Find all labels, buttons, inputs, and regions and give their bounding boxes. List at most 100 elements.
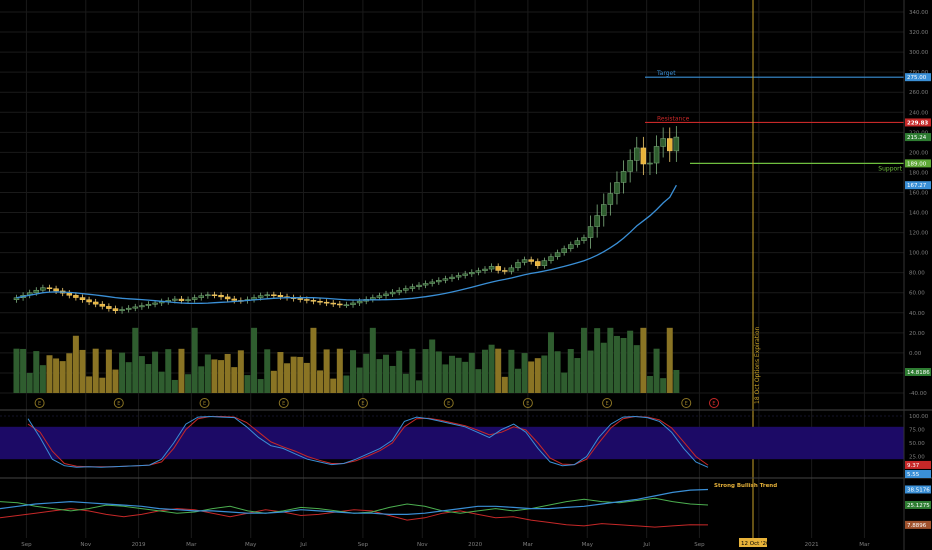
- candle-body: [178, 298, 185, 301]
- earnings-marker[interactable]: [443, 398, 454, 408]
- stochastic-k-line: [27, 415, 709, 468]
- volume-bar: [594, 328, 601, 393]
- volume-bar: [633, 345, 640, 393]
- volume-bar: [646, 375, 653, 393]
- resistance-label: Resistance: [657, 115, 690, 122]
- candle-body: [86, 299, 92, 303]
- volume-bar: [119, 352, 126, 393]
- candle-body: [350, 302, 356, 306]
- earnings-marker[interactable]: [113, 398, 124, 408]
- candle-body: [403, 288, 409, 291]
- volume-bar: [290, 356, 297, 393]
- earnings-marker[interactable]: [522, 398, 533, 408]
- volume-bar: [92, 348, 99, 393]
- y-tick-label: 120.00: [909, 231, 929, 237]
- last-price-value: 215.24: [907, 135, 927, 141]
- candle-body: [376, 295, 383, 298]
- earnings-marker[interactable]: [34, 398, 45, 408]
- volume-bar: [620, 337, 627, 393]
- y-tick-label: 140.00: [909, 211, 929, 217]
- stochastic-d-value: 9.37: [907, 463, 920, 469]
- candle-body: [79, 297, 86, 301]
- candle-body: [343, 304, 350, 307]
- volume-bar: [277, 352, 284, 393]
- candle-body: [429, 281, 435, 284]
- candle-body: [46, 287, 53, 289]
- volume-bar: [554, 351, 561, 393]
- target-badge: [905, 73, 931, 82]
- volume-bar: [26, 372, 33, 393]
- volume-bar: [508, 349, 515, 393]
- candle-body: [304, 299, 310, 301]
- candle-body: [317, 301, 323, 303]
- candle-body: [370, 297, 376, 300]
- moving-average-badge: [905, 181, 931, 190]
- candle-body: [53, 288, 59, 292]
- candle-body: [66, 292, 73, 296]
- di-minus-value: 7.8896: [907, 523, 927, 529]
- moving-average-value: 167.27: [907, 183, 927, 189]
- x-tick-label: Nov: [80, 542, 91, 548]
- candle-body: [627, 160, 633, 172]
- candle-body: [383, 293, 389, 296]
- volume-bar: [310, 327, 317, 393]
- volume-bar: [264, 349, 271, 393]
- volume-value: 14.8186: [907, 370, 930, 376]
- candle-body: [172, 298, 178, 301]
- volume-bar: [435, 351, 442, 393]
- candle-body: [92, 301, 99, 305]
- volume-bar: [402, 373, 409, 393]
- volume-bar: [409, 348, 416, 393]
- candle-body: [495, 266, 501, 271]
- y-tick-label: 40.00: [909, 311, 925, 317]
- candle-body: [462, 273, 468, 276]
- stochastic-k-value: 5.55: [907, 472, 920, 478]
- target-value: 275.00: [907, 75, 927, 81]
- price-panel[interactable]: Target Resistance Support E E E E E E E E E E: [13, 70, 904, 408]
- candle-body: [601, 204, 607, 216]
- volume-bar: [99, 377, 106, 393]
- earnings-marker[interactable]: [199, 398, 210, 408]
- y-tick-label: 60.00: [909, 291, 925, 297]
- candle-body: [653, 146, 660, 164]
- candle-body: [640, 147, 647, 165]
- x-tick-label: 2019: [132, 542, 146, 548]
- candle-body: [264, 294, 270, 297]
- volume-bar: [20, 348, 27, 393]
- volume-bar: [132, 327, 139, 393]
- price-levels[interactable]: Target Resistance Support: [645, 70, 904, 172]
- candle-body: [488, 266, 495, 270]
- candle-body: [205, 294, 211, 297]
- earnings-marker[interactable]: [602, 398, 613, 408]
- di-plus-badge: [905, 500, 931, 509]
- x-tick-label: May: [582, 542, 594, 548]
- y-tick-label: 20.00: [909, 331, 925, 337]
- volume-bars: [13, 327, 680, 393]
- candle-body: [396, 290, 402, 293]
- volume-bar: [396, 350, 403, 393]
- y-tick-label: 0.00: [909, 351, 922, 357]
- x-tick-label: Sep: [21, 542, 32, 548]
- stochastic-y-axis[interactable]: 100.00 75.00 50.00 25.00: [909, 414, 929, 461]
- volume-bar: [112, 369, 119, 393]
- x-tick-label: Sep: [694, 542, 705, 548]
- earnings-marker[interactable]: [681, 398, 692, 408]
- x-axis[interactable]: Sep Nov 2019 Mar May Jul Sep Nov 2020 Mar May Jul Se…: [21, 542, 870, 548]
- volume-bar: [251, 327, 258, 393]
- stochastic-panel[interactable]: [0, 415, 904, 468]
- adx-annotation: Strong Bullish Trend: [714, 483, 777, 489]
- adx-panel[interactable]: Strong Bullish Trend: [0, 483, 777, 528]
- adx-value: 38.5176: [907, 487, 930, 493]
- y-tick-label: 180.00: [909, 170, 929, 176]
- earnings-marker[interactable]: [357, 398, 368, 408]
- upcoming-earnings-marker[interactable]: [709, 398, 719, 408]
- x-tick-label: Nov: [417, 542, 428, 548]
- volume-bar: [528, 361, 535, 393]
- earnings-marker[interactable]: [278, 398, 289, 408]
- candle-body: [634, 147, 640, 161]
- volume-bar: [376, 359, 383, 393]
- candle-body: [475, 270, 482, 273]
- volume-bar: [330, 378, 337, 393]
